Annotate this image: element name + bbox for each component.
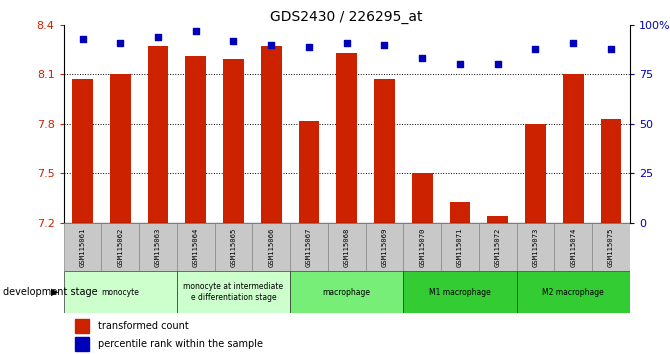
Bar xyxy=(139,223,177,271)
Text: GSM115061: GSM115061 xyxy=(80,227,86,267)
Bar xyxy=(72,79,93,223)
Bar xyxy=(517,223,554,271)
Bar xyxy=(177,271,290,313)
Bar xyxy=(374,79,395,223)
Bar xyxy=(412,173,433,223)
Point xyxy=(341,40,352,45)
Point xyxy=(530,46,541,51)
Bar xyxy=(336,53,357,223)
Bar xyxy=(75,319,89,333)
Bar xyxy=(517,271,630,313)
Bar xyxy=(479,223,517,271)
Point xyxy=(567,40,578,45)
Bar xyxy=(403,271,517,313)
Point xyxy=(77,36,88,41)
Text: transformed count: transformed count xyxy=(98,321,188,331)
Text: GSM115063: GSM115063 xyxy=(155,227,161,267)
Text: monocyte: monocyte xyxy=(101,287,139,297)
Bar xyxy=(147,46,168,223)
Text: macrophage: macrophage xyxy=(323,287,371,297)
Bar xyxy=(328,223,366,271)
Text: percentile rank within the sample: percentile rank within the sample xyxy=(98,339,263,349)
Text: GSM115074: GSM115074 xyxy=(570,227,576,267)
Text: monocyte at intermediate
e differentiation stage: monocyte at intermediate e differentiati… xyxy=(184,282,283,302)
Bar xyxy=(261,46,281,223)
Bar xyxy=(450,201,470,223)
Text: GSM115070: GSM115070 xyxy=(419,227,425,267)
Text: GSM115062: GSM115062 xyxy=(117,227,123,267)
Text: GSM115075: GSM115075 xyxy=(608,227,614,267)
Text: GSM115067: GSM115067 xyxy=(306,227,312,267)
Bar xyxy=(214,223,253,271)
Text: GSM115064: GSM115064 xyxy=(193,227,199,267)
Bar xyxy=(441,223,479,271)
Bar xyxy=(563,74,584,223)
Bar xyxy=(290,271,403,313)
Text: GSM115068: GSM115068 xyxy=(344,227,350,267)
Bar xyxy=(290,223,328,271)
Bar xyxy=(75,337,89,351)
Title: GDS2430 / 226295_at: GDS2430 / 226295_at xyxy=(271,10,423,24)
Point xyxy=(379,42,390,47)
Point xyxy=(115,40,126,45)
Point xyxy=(228,38,239,44)
Point xyxy=(417,56,427,61)
Point xyxy=(606,46,616,51)
Point xyxy=(190,28,201,34)
Text: GSM115071: GSM115071 xyxy=(457,227,463,267)
Bar xyxy=(525,124,546,223)
Point xyxy=(266,42,277,47)
Bar xyxy=(186,56,206,223)
Point xyxy=(153,34,163,40)
Text: GSM115069: GSM115069 xyxy=(381,227,387,267)
Bar xyxy=(554,223,592,271)
Bar xyxy=(223,59,244,223)
Bar xyxy=(403,223,441,271)
Text: GSM115073: GSM115073 xyxy=(533,227,539,267)
Text: development stage: development stage xyxy=(3,287,98,297)
Text: GSM115072: GSM115072 xyxy=(494,227,500,267)
Bar xyxy=(253,223,290,271)
Bar xyxy=(487,216,508,223)
Bar xyxy=(592,223,630,271)
Point xyxy=(492,62,503,67)
Bar xyxy=(110,74,131,223)
Text: GSM115066: GSM115066 xyxy=(268,227,274,267)
Text: M2 macrophage: M2 macrophage xyxy=(542,287,604,297)
Bar xyxy=(600,119,621,223)
Point xyxy=(304,44,314,50)
Bar xyxy=(366,223,403,271)
Text: ▶: ▶ xyxy=(52,287,59,297)
Bar xyxy=(64,223,101,271)
Bar xyxy=(64,271,177,313)
Text: M1 macrophage: M1 macrophage xyxy=(429,287,491,297)
Point xyxy=(454,62,465,67)
Bar xyxy=(101,223,139,271)
Bar xyxy=(177,223,214,271)
Bar xyxy=(299,121,320,223)
Text: GSM115065: GSM115065 xyxy=(230,227,237,267)
